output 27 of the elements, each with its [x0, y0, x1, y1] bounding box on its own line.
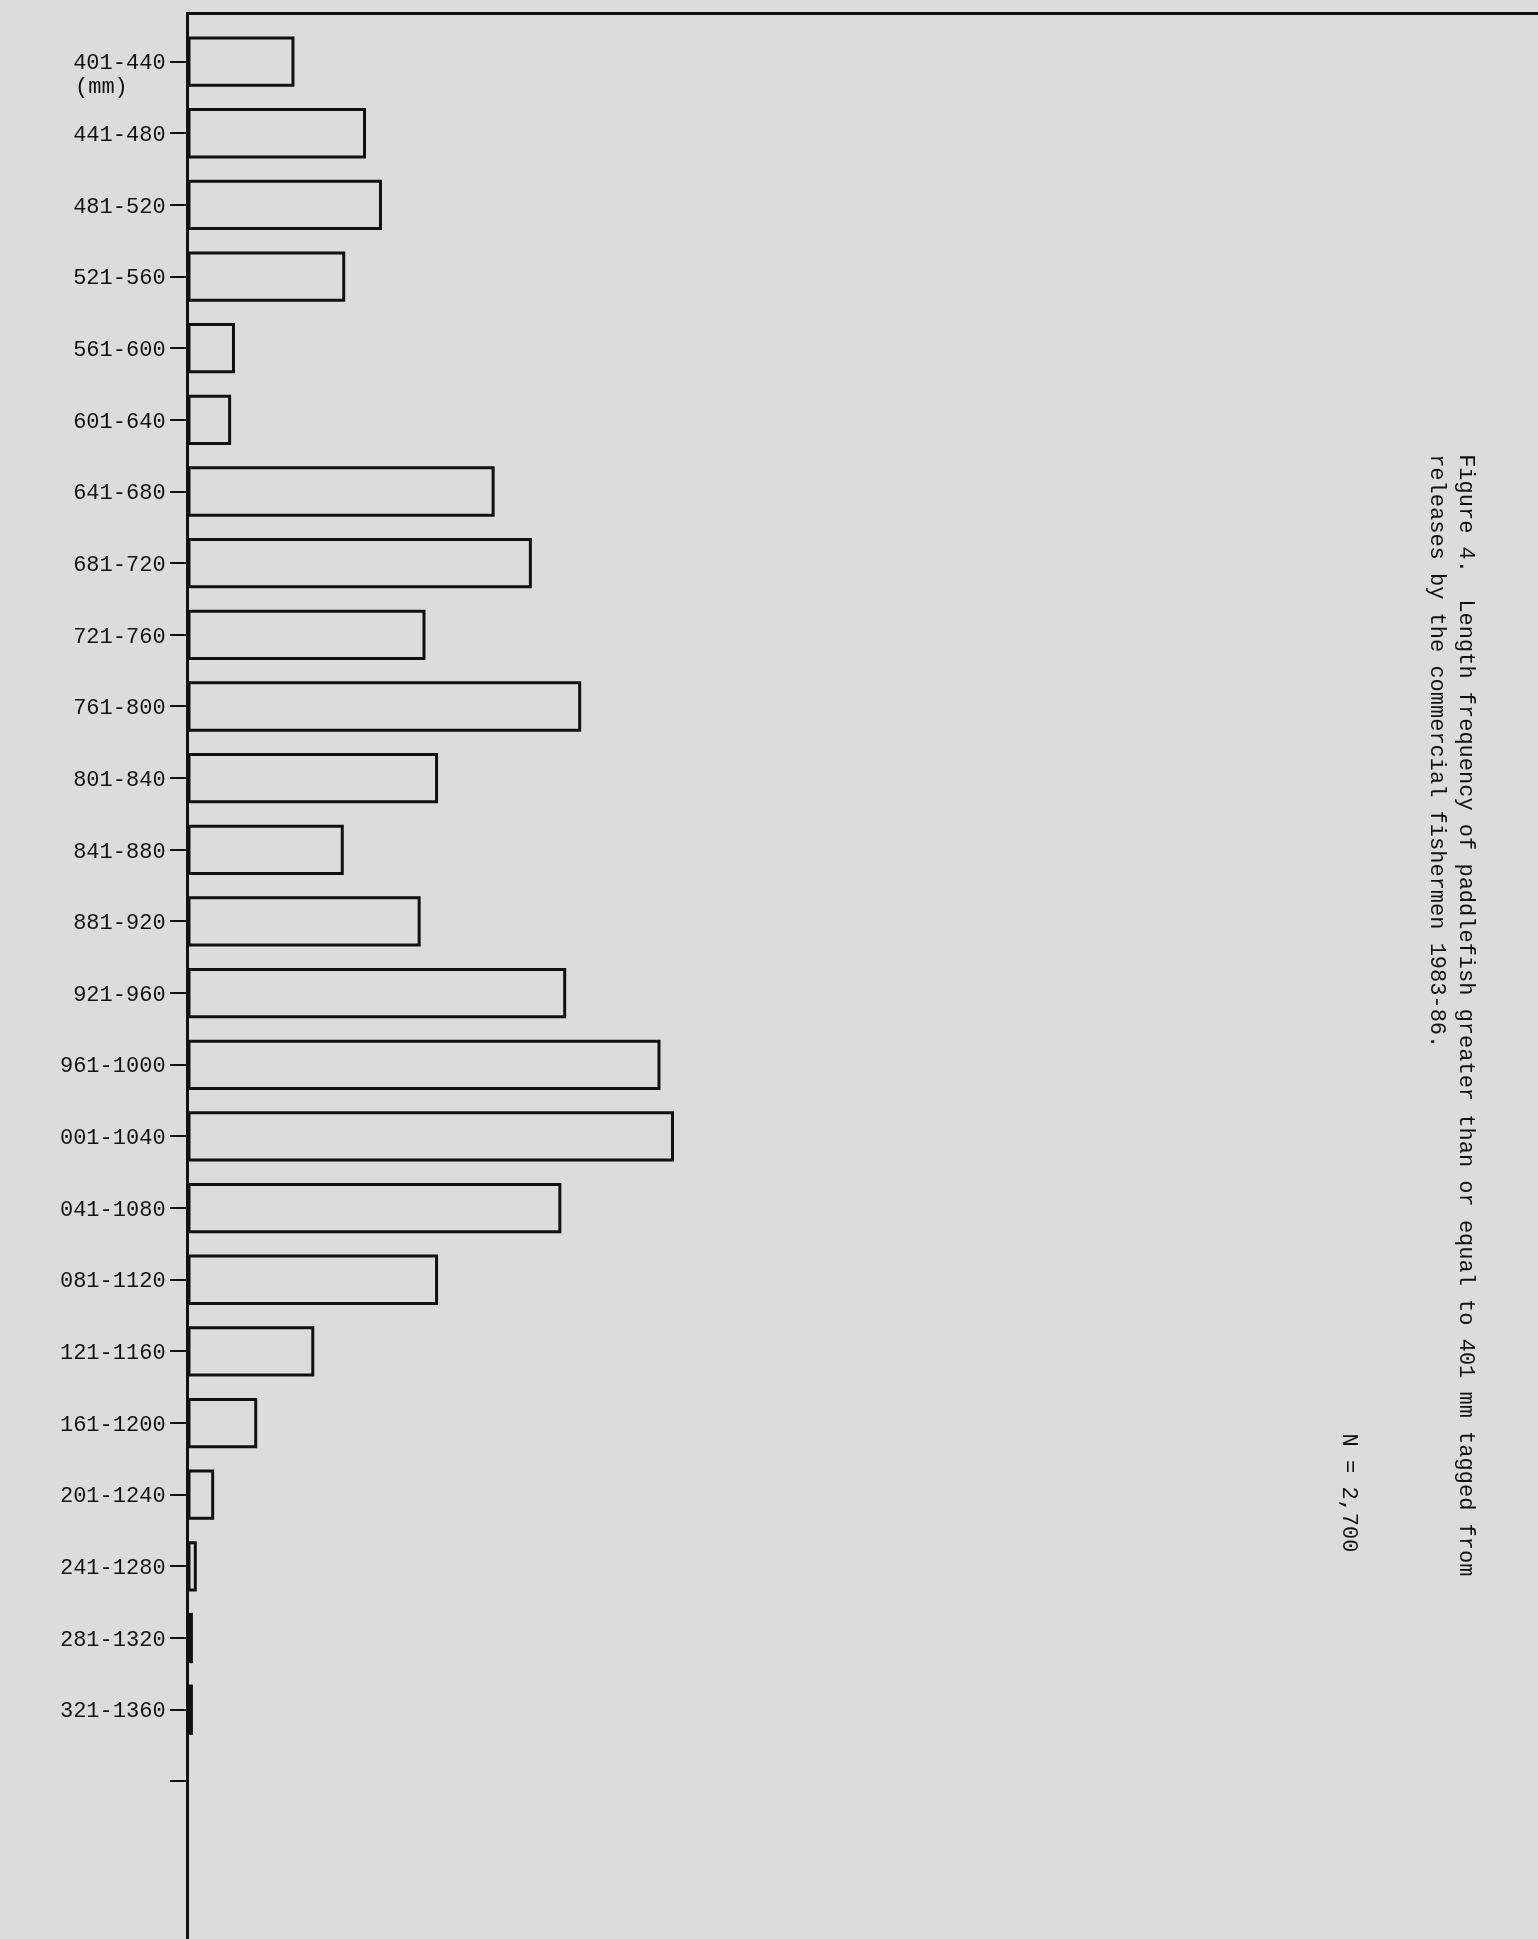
y-tick-label: 601-640	[73, 409, 166, 435]
y-tick-label: 641-680	[73, 481, 166, 507]
y-tick-label: 201-1240	[59, 1484, 166, 1510]
text: N = 2,700	[1335, 1433, 1361, 1553]
y-tick-label: 241-1280	[59, 1556, 166, 1582]
y-tick-label: 081-1120	[59, 1269, 166, 1295]
y-tick-label: 521-560	[73, 266, 166, 292]
y-tick-label: 921-960	[73, 982, 166, 1008]
y-tick-label: 121-1160	[59, 1341, 166, 1367]
y-tick-label: 161-1200	[59, 1412, 166, 1438]
y-tick-label: 801-840	[73, 767, 166, 793]
y-tick-label: 761-800	[73, 696, 166, 722]
y-tick-label: 281-1320	[59, 1627, 166, 1653]
y-tick-label: 961-1000	[59, 1054, 166, 1080]
text: Figure 4. Length frequency of paddlefish greater than or equal to 401 mm tagged from releases by the commercial fishermen 1983-86.	[1424, 454, 1478, 1577]
y-tick-label: 321-1360	[59, 1699, 166, 1725]
y-tick-label: 841-880	[73, 839, 166, 865]
y-tick-label: 401-440	[73, 51, 166, 77]
y-tick-label: 481-520	[73, 194, 166, 220]
y-axis-title: (mm)	[75, 75, 128, 100]
y-tick-label: 001-1040	[59, 1126, 166, 1152]
y-tick-label: 721-760	[73, 624, 166, 650]
y-tick-label: 681-720	[73, 552, 166, 578]
y-tick-label: 041-1080	[59, 1197, 166, 1223]
y-tick-label: 561-600	[73, 337, 166, 363]
y-tick-label: 881-920	[73, 911, 166, 937]
y-tick-label: 441-480	[73, 122, 166, 148]
